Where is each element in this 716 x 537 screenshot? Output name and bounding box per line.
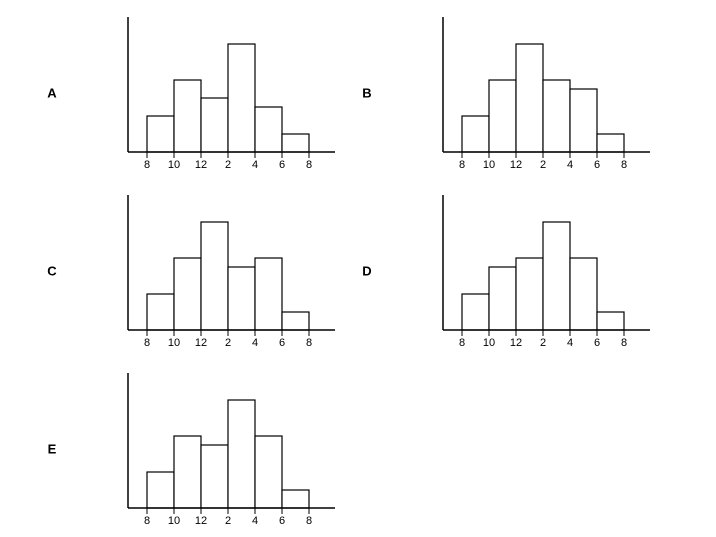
- bar: [542, 79, 571, 153]
- bar: [488, 266, 517, 331]
- x-tick-label: 6: [594, 159, 600, 171]
- x-tick-label: 4: [567, 337, 573, 349]
- x-tick-label: 12: [195, 159, 207, 171]
- x-tick-label: 6: [594, 337, 600, 349]
- chart-label: E: [48, 441, 57, 456]
- bar: [569, 257, 598, 331]
- x-tick-label: 8: [306, 159, 312, 171]
- x-tick-label: 6: [279, 337, 285, 349]
- chart-label: D: [362, 263, 371, 278]
- bar: [515, 257, 544, 331]
- bar: [200, 97, 229, 153]
- x-tick-label: 8: [621, 159, 627, 171]
- bar: [173, 79, 202, 153]
- chart-label: A: [47, 85, 57, 100]
- bar: [254, 435, 283, 509]
- x-tick-label: 8: [459, 337, 465, 349]
- x-tick-label: 8: [144, 337, 150, 349]
- bar: [173, 257, 202, 331]
- bar: [281, 311, 310, 331]
- bar: [281, 489, 310, 509]
- x-tick-label: 8: [459, 159, 465, 171]
- x-tick-label: 10: [483, 337, 495, 349]
- bar: [281, 133, 310, 153]
- x-tick-label: 8: [144, 515, 150, 527]
- x-tick-label: 2: [225, 159, 231, 171]
- x-tick-label: 10: [168, 159, 180, 171]
- x-tick-label: 12: [195, 337, 207, 349]
- x-tick-label: 2: [540, 337, 546, 349]
- x-tick-label: 10: [168, 337, 180, 349]
- bar: [227, 399, 256, 509]
- bar: [200, 444, 229, 509]
- bar: [227, 266, 256, 331]
- x-tick-label: 4: [252, 515, 258, 527]
- x-tick-label: 10: [483, 159, 495, 171]
- bar: [569, 88, 598, 153]
- bar: [254, 106, 283, 153]
- bar: [254, 257, 283, 331]
- bar: [461, 293, 490, 331]
- x-tick-label: 6: [279, 515, 285, 527]
- x-tick-label: 2: [540, 159, 546, 171]
- x-tick-label: 4: [252, 337, 258, 349]
- bar: [488, 79, 517, 153]
- x-tick-label: 2: [225, 337, 231, 349]
- bar: [461, 115, 490, 153]
- bar: [596, 133, 625, 153]
- bar: [200, 221, 229, 331]
- bar: [146, 471, 175, 509]
- x-tick-label: 8: [306, 515, 312, 527]
- bar: [596, 311, 625, 331]
- bar: [146, 293, 175, 331]
- x-tick-label: 4: [252, 159, 258, 171]
- bar: [542, 221, 571, 331]
- x-tick-label: 8: [144, 159, 150, 171]
- chart-label: B: [362, 85, 371, 100]
- x-tick-label: 2: [225, 515, 231, 527]
- x-tick-label: 10: [168, 515, 180, 527]
- x-tick-label: 12: [195, 515, 207, 527]
- bar: [515, 43, 544, 153]
- x-tick-label: 12: [510, 337, 522, 349]
- bar: [173, 435, 202, 509]
- chart-label: C: [47, 263, 57, 278]
- x-tick-label: 12: [510, 159, 522, 171]
- x-tick-label: 6: [279, 159, 285, 171]
- bar: [146, 115, 175, 153]
- x-tick-label: 8: [306, 337, 312, 349]
- bar: [227, 43, 256, 153]
- x-tick-label: 4: [567, 159, 573, 171]
- x-tick-label: 8: [621, 337, 627, 349]
